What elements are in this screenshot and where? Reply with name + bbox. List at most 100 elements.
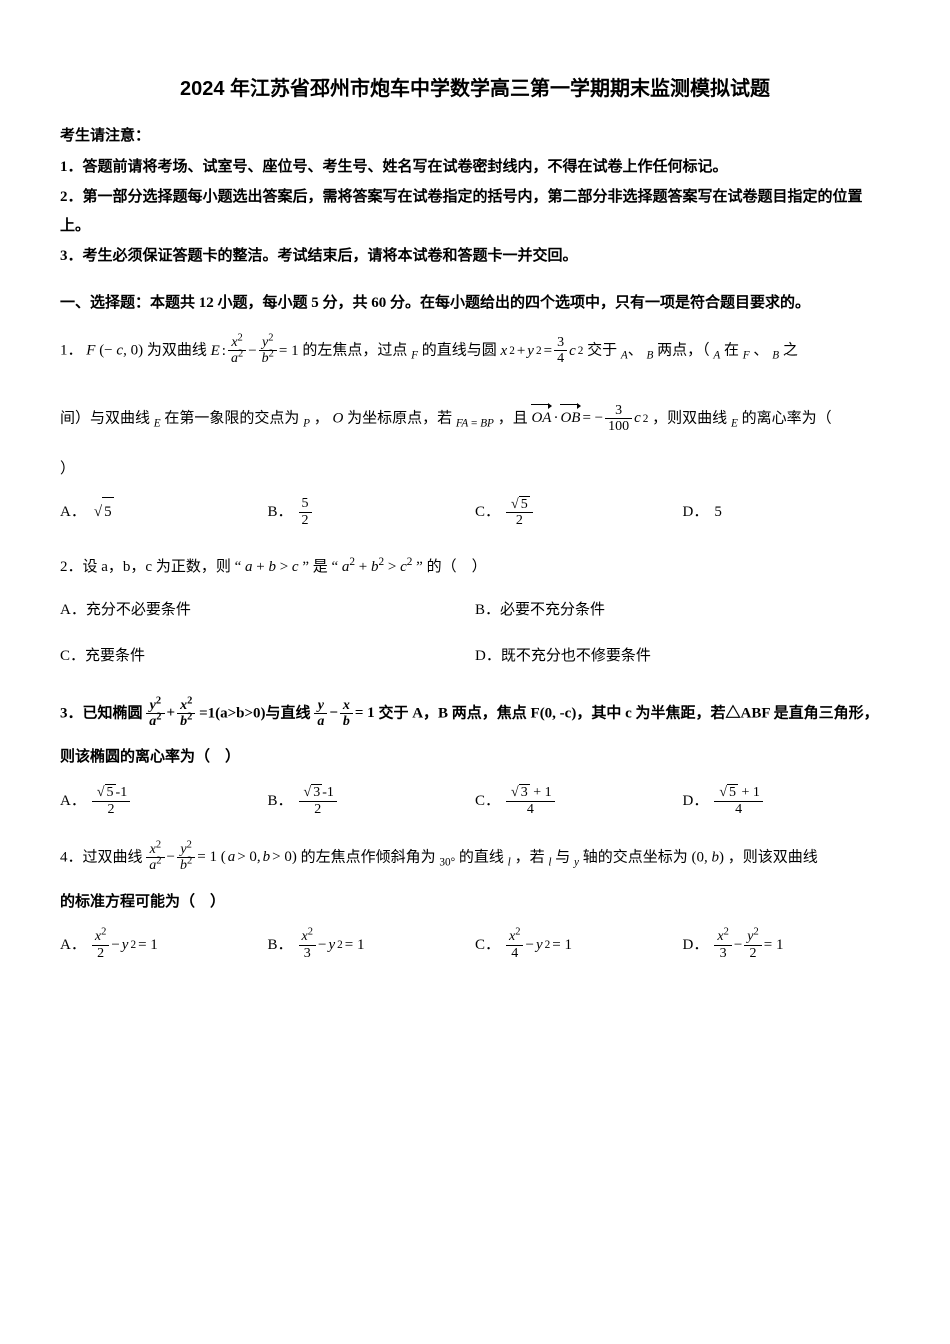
q1-C-val: 52 [506, 496, 533, 529]
q4-opt-C[interactable]: C． x24 − y2 = 1 [475, 922, 683, 968]
q2-stem: 2．设 a，b，c 为正数，则 “ [60, 559, 241, 575]
q1-l2f: ，则双曲线 [652, 410, 727, 426]
q4-mid2: 的直线 [459, 849, 504, 865]
page-title: 2024 年江苏省邳州市炮车中学数学高三第一学期期末监测模拟试题 [60, 70, 890, 108]
q3-mid2: 交于 A，B 两点，焦点 F(0, -c)，其中 c 为半焦距，若△ABF 是直… [378, 705, 878, 721]
q4-B-label: B． [268, 931, 293, 960]
question-2: 2．设 a，b，c 为正数，则 “ a + b > c ” 是 “ a2 + b… [60, 553, 890, 680]
q2-opt-C[interactable]: C．充要条件 [60, 634, 475, 680]
question-1: 1． F (− c, 0) 为双曲线 E : x2a2 − y2b2 = 1 的… [60, 335, 890, 535]
q4-pre: 4．过双曲线 [60, 849, 143, 865]
q1-hyperbola-E: E : x2a2 − y2b2 = 1 [211, 335, 299, 367]
notice-3: 3．考生必须保证答题卡的整洁。考试结束后，请将本试卷和答题卡一并交回。 [60, 242, 890, 271]
q3-A-val: 5-12 [92, 784, 130, 817]
q1-B2: B [772, 349, 779, 361]
q2-end: ” 的（ ） [416, 559, 486, 575]
q3-opt-A[interactable]: A． 5-12 [60, 778, 268, 824]
q3-D-val: 5 + 14 [714, 784, 763, 817]
q1-A2: A [713, 349, 720, 361]
q1-t8: 之 [783, 342, 798, 358]
q1-C-label: C． [475, 498, 500, 527]
q1-B-val: 52 [299, 496, 312, 528]
q4-D-val: x23 − y22 = 1 [714, 929, 783, 961]
q2-opt-B[interactable]: B．必要不充分条件 [475, 588, 890, 634]
question-4: 4．过双曲线 x2a2 − y2b2 = 1 (a > 0, b > 0) 的左… [60, 842, 890, 968]
q1-l2c: ， [314, 410, 329, 426]
q1-l2e: ，且 [498, 410, 528, 426]
q1-D-val: 5 [714, 498, 722, 527]
q3-D-label: D． [683, 787, 709, 816]
q1-opt-B[interactable]: B． 52 [268, 489, 476, 535]
q4-A-label: A． [60, 931, 86, 960]
q3-mid1: =1(a>b>0)与直线 [199, 705, 310, 721]
q1-t5: 两点，（ [657, 342, 710, 358]
q3-line: ya − xb = 1 [314, 698, 374, 730]
q3-opt-B[interactable]: B． 3-12 [268, 778, 476, 824]
q1-l2b: 在第一象限的交点为 [164, 410, 299, 426]
q3-options: A． 5-12 B． 3-12 C． 3 + 14 D． 5 + 14 [60, 778, 890, 824]
q3-B-label: B． [268, 787, 293, 816]
q1-opt-D[interactable]: D． 5 [683, 489, 891, 535]
q4-deg: 30° [439, 856, 455, 868]
q1-E3: E [731, 417, 738, 429]
q1-F2: F [743, 349, 750, 361]
q1-O: O [333, 410, 344, 426]
q3-A-label: A． [60, 787, 86, 816]
q4-opt-B[interactable]: B． x23 − y2 = 1 [268, 922, 476, 968]
q4-l: l [508, 856, 511, 868]
q1-A-label: A． [60, 498, 86, 527]
q1-E2: E [154, 417, 161, 429]
q4-mid3: ，若 [515, 849, 545, 865]
q1-t7: 、 [753, 342, 768, 358]
q1-l2g: 的离心率为（ [742, 410, 832, 426]
section-1-head: 一、选择题：本题共 12 小题，每小题 5 分，共 60 分。在每小题给出的四个… [60, 289, 890, 318]
q1-B: B [647, 349, 654, 361]
q4-mid5: 轴的交点坐标为 [583, 849, 688, 865]
q1-Fsub: F [411, 349, 418, 361]
q4-pt: (0, b) [692, 849, 725, 865]
q3-opt-C[interactable]: C． 3 + 14 [475, 778, 683, 824]
q3-ellipse: y2a2 + x2b2 [146, 698, 195, 730]
q2-D-text: D．既不充分也不修要条件 [475, 642, 651, 671]
q3-C-val: 3 + 14 [506, 784, 555, 817]
q2-cond1: a + b > c [245, 559, 299, 575]
q3-opt-D[interactable]: D． 5 + 14 [683, 778, 891, 824]
q1-t2: 的左焦点，过点 [302, 342, 407, 358]
q4-opt-D[interactable]: D． x23 − y22 = 1 [683, 922, 891, 968]
q4-C-label: C． [475, 931, 500, 960]
q1-B-label: B． [268, 498, 293, 527]
q2-opt-D[interactable]: D．既不充分也不修要条件 [475, 634, 890, 680]
q1-opt-A[interactable]: A． 5 [60, 489, 268, 535]
q4-mid6: ，则该双曲线 [728, 849, 818, 865]
q4-opt-A[interactable]: A． x22 − y2 = 1 [60, 922, 268, 968]
q1-dot: OA · OB = − 3100c2 [531, 403, 648, 435]
q1-t1: 为双曲线 [147, 342, 207, 358]
q2-cond2: a2 + b2 > c2 [342, 559, 412, 575]
q1-num: 1． [60, 342, 83, 358]
q4-mid4: 与 [555, 849, 570, 865]
q4-A-val: x22 − y2 = 1 [92, 929, 158, 961]
question-3: 3．已知椭圆 y2a2 + x2b2 =1(a>b>0)与直线 ya − xb … [60, 698, 890, 824]
q1-A: A [621, 349, 628, 361]
q3-pre: 3．已知椭圆 [60, 705, 143, 721]
q4-D-label: D． [683, 931, 709, 960]
q1-opt-C[interactable]: C． 52 [475, 489, 683, 535]
q3-line2: 则该椭圆的离心率为（ ） [60, 743, 890, 772]
q1-options: A． 5 B． 52 C． 52 D． 5 [60, 489, 890, 535]
q1-l2d: 为坐标原点，若 [347, 410, 452, 426]
q4-options: A． x22 − y2 = 1 B． x23 − y2 = 1 C． x24 −… [60, 922, 890, 968]
q1-D-label: D． [683, 498, 709, 527]
q1-t4: 交于 [587, 342, 617, 358]
q4-C-val: x24 − y2 = 1 [506, 929, 572, 961]
q1-P: P [303, 417, 310, 429]
q1-close: ） [60, 455, 890, 484]
q2-options: A．充分不必要条件 B．必要不充分条件 C．充要条件 D．既不充分也不修要条件 [60, 588, 890, 680]
q1-A-val: 5 [92, 497, 114, 527]
q1-t3: 的直线与圆 [422, 342, 497, 358]
q1-FAeqBP: FA = BP [456, 417, 494, 429]
q2-opt-A[interactable]: A．充分不必要条件 [60, 588, 475, 634]
q2-C-text: C．充要条件 [60, 642, 145, 671]
q2-mid: ” 是 “ [302, 559, 338, 575]
q4-hyperbola: x2a2 − y2b2 = 1 (a > 0, b > 0) [146, 842, 297, 874]
q1-t6: 在 [724, 342, 739, 358]
